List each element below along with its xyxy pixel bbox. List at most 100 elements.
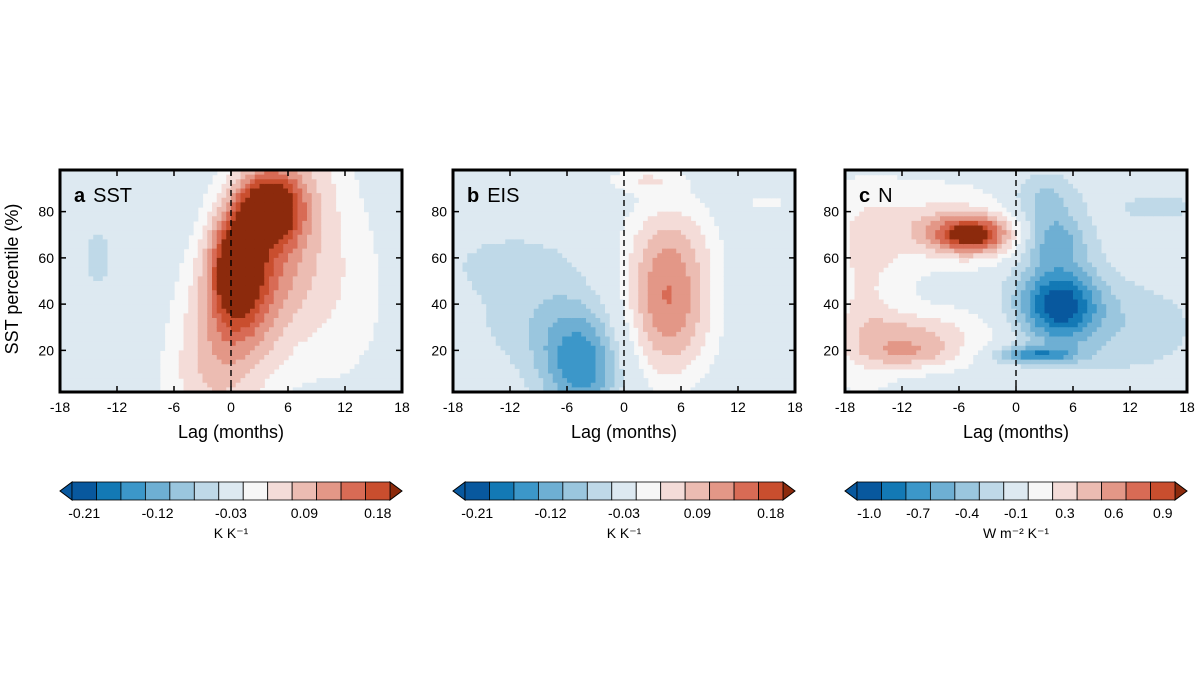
heatmap-cell — [117, 355, 123, 361]
heatmap-cell — [202, 281, 208, 287]
heatmap-cell — [571, 211, 578, 217]
heatmap-cell — [221, 350, 227, 356]
heatmap-cell — [581, 378, 587, 384]
heatmap-cell — [202, 174, 208, 180]
heatmap-cell — [140, 257, 147, 264]
heatmap-cell — [510, 276, 516, 282]
heatmap-cell — [326, 244, 332, 250]
heatmap-cell — [330, 207, 337, 213]
heatmap-cell — [197, 336, 204, 342]
heatmap-cell — [259, 378, 265, 384]
heatmap-cell — [316, 170, 322, 176]
heatmap-cell — [69, 253, 75, 259]
heatmap-cell — [88, 294, 94, 301]
heatmap-cell — [245, 244, 251, 250]
heatmap-cell — [307, 234, 313, 240]
heatmap-cell — [178, 216, 185, 222]
heatmap-cell — [117, 299, 123, 305]
heatmap-cell — [491, 350, 497, 356]
heatmap-cell — [150, 188, 156, 194]
heatmap-cell — [235, 276, 242, 282]
heatmap-cell — [595, 378, 601, 384]
heatmap-cell — [619, 382, 625, 388]
heatmap-cell — [159, 294, 166, 301]
heatmap-cell — [500, 248, 506, 254]
heatmap-cell — [273, 211, 280, 217]
heatmap-cell — [107, 202, 113, 208]
heatmap-cell — [273, 179, 280, 185]
heatmap-cell — [74, 313, 80, 319]
colorbar-swatch — [242, 481, 269, 501]
heatmap-cell — [131, 331, 137, 338]
heatmap-cell — [140, 234, 147, 240]
heatmap-cell — [562, 183, 568, 190]
heatmap-cell — [519, 239, 525, 245]
heatmap-cell — [136, 318, 142, 324]
heatmap-cell — [500, 234, 506, 240]
heatmap-cell — [207, 350, 213, 356]
heatmap-cell — [666, 308, 673, 314]
heatmap-cell — [79, 285, 85, 291]
heatmap-cell — [60, 193, 66, 199]
heatmap-cell — [316, 281, 322, 287]
heatmap-cell — [567, 382, 573, 388]
heatmap-cell — [264, 225, 270, 231]
heatmap-cell — [193, 179, 199, 185]
heatmap-cell — [514, 244, 521, 250]
heatmap-cell — [600, 355, 606, 361]
heatmap-cell — [207, 331, 213, 338]
heatmap-cell — [614, 382, 620, 388]
heatmap-cell — [586, 378, 592, 384]
heatmap-cell — [102, 253, 109, 259]
heatmap-cell — [269, 331, 275, 338]
heatmap-cell — [83, 216, 90, 222]
heatmap-cell — [250, 322, 256, 328]
heatmap-cell — [316, 211, 322, 217]
heatmap-cell — [216, 248, 223, 254]
heatmap-cell — [117, 179, 123, 185]
heatmap-cell — [150, 364, 156, 370]
heatmap-cell — [83, 188, 90, 194]
heatmap-cell — [131, 248, 137, 254]
heatmap-cell — [302, 290, 308, 296]
heatmap-cell — [273, 331, 280, 338]
heatmap-cell — [462, 170, 468, 176]
heatmap-cell — [330, 281, 337, 287]
heatmap-cell — [321, 179, 327, 185]
heatmap-cell — [467, 170, 473, 176]
heatmap-cell — [359, 355, 365, 361]
heatmap-cell — [126, 331, 132, 338]
heatmap-cell — [60, 225, 66, 231]
heatmap-cell — [126, 382, 132, 388]
heatmap-cell — [145, 193, 151, 199]
heatmap-cell — [552, 179, 559, 185]
heatmap-cell — [462, 382, 468, 388]
heatmap-cell — [671, 355, 677, 361]
heatmap-cell — [231, 244, 237, 250]
heatmap-cell — [643, 308, 649, 314]
heatmap-cell — [657, 216, 663, 222]
heatmap-cell — [112, 336, 118, 342]
heatmap-cell — [571, 197, 578, 203]
heatmap-cell — [140, 299, 147, 305]
heatmap-cell — [600, 207, 606, 213]
heatmap-cell — [254, 322, 261, 328]
heatmap-cell — [321, 183, 327, 190]
heatmap-cell — [164, 257, 170, 264]
heatmap-cell — [543, 225, 549, 231]
heatmap-cell — [321, 378, 327, 384]
heatmap-cell — [505, 327, 511, 333]
heatmap-cell — [164, 285, 170, 291]
heatmap-cell — [383, 285, 389, 291]
heatmap-cell — [595, 294, 601, 301]
heatmap-cell — [590, 368, 597, 375]
heatmap-cell — [79, 299, 85, 305]
heatmap-cell — [628, 271, 635, 277]
heatmap-cell — [571, 271, 578, 277]
heatmap-cell — [74, 355, 80, 361]
heatmap-cell — [297, 216, 303, 222]
heatmap-cell — [155, 350, 161, 356]
heatmap-cell — [619, 331, 625, 338]
heatmap-cell — [500, 193, 506, 199]
heatmap-cell — [250, 183, 256, 190]
